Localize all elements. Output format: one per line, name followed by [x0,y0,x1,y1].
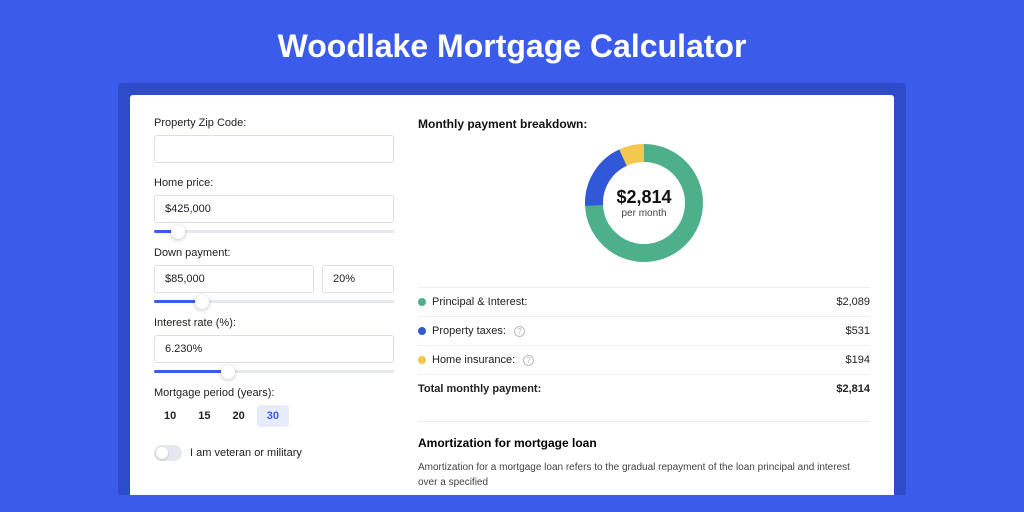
veteran-row: I am veteran or military [154,445,394,461]
down-amount-input[interactable] [154,265,314,293]
donut-chart: $2,814 per month [418,141,870,265]
price-slider[interactable] [154,230,394,233]
total-amount: $2,814 [836,383,870,395]
period-field: Mortgage period (years): 10152030 [154,387,394,427]
breakdown-amount: $531 [846,325,870,337]
info-icon[interactable]: ? [523,355,534,366]
price-label: Home price: [154,177,394,189]
rate-label: Interest rate (%): [154,317,394,329]
zip-label: Property Zip Code: [154,117,394,129]
card-wrapper: Property Zip Code: Home price: Down paym… [118,83,906,495]
breakdown-row: Property taxes:? $531 [418,317,870,346]
period-option-20[interactable]: 20 [223,405,255,427]
period-options: 10152030 [154,405,394,427]
calculator-card: Property Zip Code: Home price: Down paym… [130,95,894,495]
rate-slider[interactable] [154,370,394,373]
rate-field: Interest rate (%): [154,317,394,373]
breakdown-row: Principal & Interest: $2,089 [418,288,870,317]
amort-title: Amortization for mortgage loan [418,436,870,450]
down-label: Down payment: [154,247,394,259]
donut-sub: per month [616,208,671,219]
down-pct-input[interactable] [322,265,394,293]
breakdown-amount: $2,089 [836,296,870,308]
amortization-section: Amortization for mortgage loan Amortizat… [418,421,870,490]
legend-dot [418,298,426,306]
period-option-15[interactable]: 15 [188,405,220,427]
breakdown-rows: Principal & Interest: $2,089 Property taxe… [418,287,870,375]
down-slider[interactable] [154,300,394,303]
info-icon[interactable]: ? [514,326,525,337]
total-label: Total monthly payment: [418,383,541,395]
legend-dot [418,356,426,364]
breakdown-panel: Monthly payment breakdown: $2,814 per mo… [418,117,870,495]
form-panel: Property Zip Code: Home price: Down paym… [154,117,394,495]
breakdown-title: Monthly payment breakdown: [418,117,870,131]
breakdown-row: Home insurance:? $194 [418,346,870,375]
down-field: Down payment: [154,247,394,303]
period-option-10[interactable]: 10 [154,405,186,427]
veteran-toggle[interactable] [154,445,182,461]
page-title: Woodlake Mortgage Calculator [0,0,1024,83]
zip-field: Property Zip Code: [154,117,394,163]
zip-input[interactable] [154,135,394,163]
rate-input[interactable] [154,335,394,363]
donut-amount: $2,814 [616,187,671,208]
veteran-label: I am veteran or military [190,447,302,459]
total-row: Total monthly payment: $2,814 [418,375,870,403]
breakdown-label: Property taxes: [432,325,506,337]
period-option-30[interactable]: 30 [257,405,289,427]
period-label: Mortgage period (years): [154,387,394,399]
breakdown-label: Home insurance: [432,354,515,366]
price-field: Home price: [154,177,394,233]
legend-dot [418,327,426,335]
breakdown-label: Principal & Interest: [432,296,527,308]
amort-text: Amortization for a mortgage loan refers … [418,460,870,490]
price-input[interactable] [154,195,394,223]
breakdown-amount: $194 [846,354,870,366]
donut-center: $2,814 per month [616,187,671,219]
